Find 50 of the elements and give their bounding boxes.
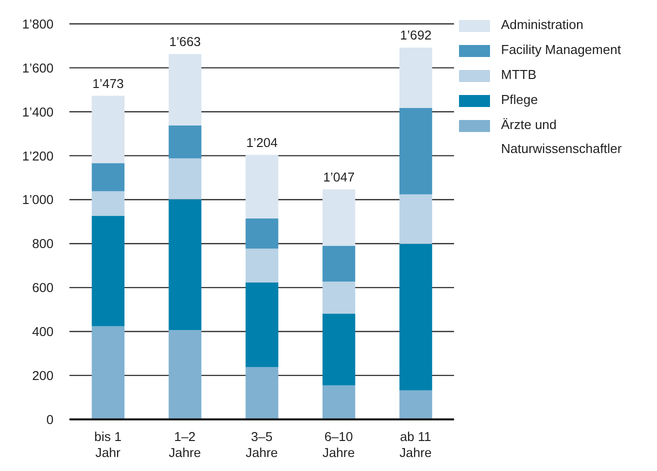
bar [92,191,124,216]
bar [322,189,356,246]
y-tick-label: 400 [32,324,54,340]
x-tick-label: ab 11 Jahre [399,429,432,460]
bar [246,154,278,219]
bar [322,385,356,420]
y-tick-label: 200 [32,368,54,383]
bar [168,199,202,330]
total-label: 1’692 [400,28,432,43]
bar [246,367,278,420]
bar [399,244,432,390]
y-tick-label: 800 [32,236,54,252]
legend-label: Administration [501,16,584,34]
bar [92,163,124,192]
total-label: 1’473 [92,76,124,91]
bar [168,125,202,158]
legend-label: Facility Management [501,41,622,59]
legend-label: MTTB [501,66,538,84]
bar [399,48,432,108]
legend-label: Pflege [501,91,539,109]
x-tick-label: 6–10 Jahre [322,429,355,460]
bar [168,330,202,420]
x-tick-label: bis 1 Jahr [94,429,122,460]
bar [399,108,432,194]
total-label: 1’204 [246,134,278,150]
bar [322,246,356,282]
total-label: 1’663 [169,34,201,50]
y-tick-label: 1’000 [22,192,54,208]
x-tick-label: 1–2 Jahre [168,429,201,460]
bar [322,282,356,314]
legend-label: Ärzte und Naturwissenschaftler [501,116,623,158]
bar [246,248,278,282]
y-tick-label: 0 [46,412,54,427]
bar [399,194,432,244]
bar [168,158,202,200]
y-tick-label: 1’600 [22,60,54,76]
x-tick-label: 3–5 Jahre [246,429,278,460]
bar [168,54,202,126]
y-tick-label: 1’200 [22,148,54,164]
bar [246,282,278,368]
bar [92,96,124,164]
total-label: 1’047 [323,169,355,184]
y-tick-label: 1’400 [22,104,54,120]
bar [246,218,278,249]
y-tick-label: 600 [32,280,54,296]
bar [92,216,124,326]
bar [92,326,124,420]
bar [399,390,432,420]
bar [322,314,356,386]
y-tick-label: 1’800 [22,16,54,32]
